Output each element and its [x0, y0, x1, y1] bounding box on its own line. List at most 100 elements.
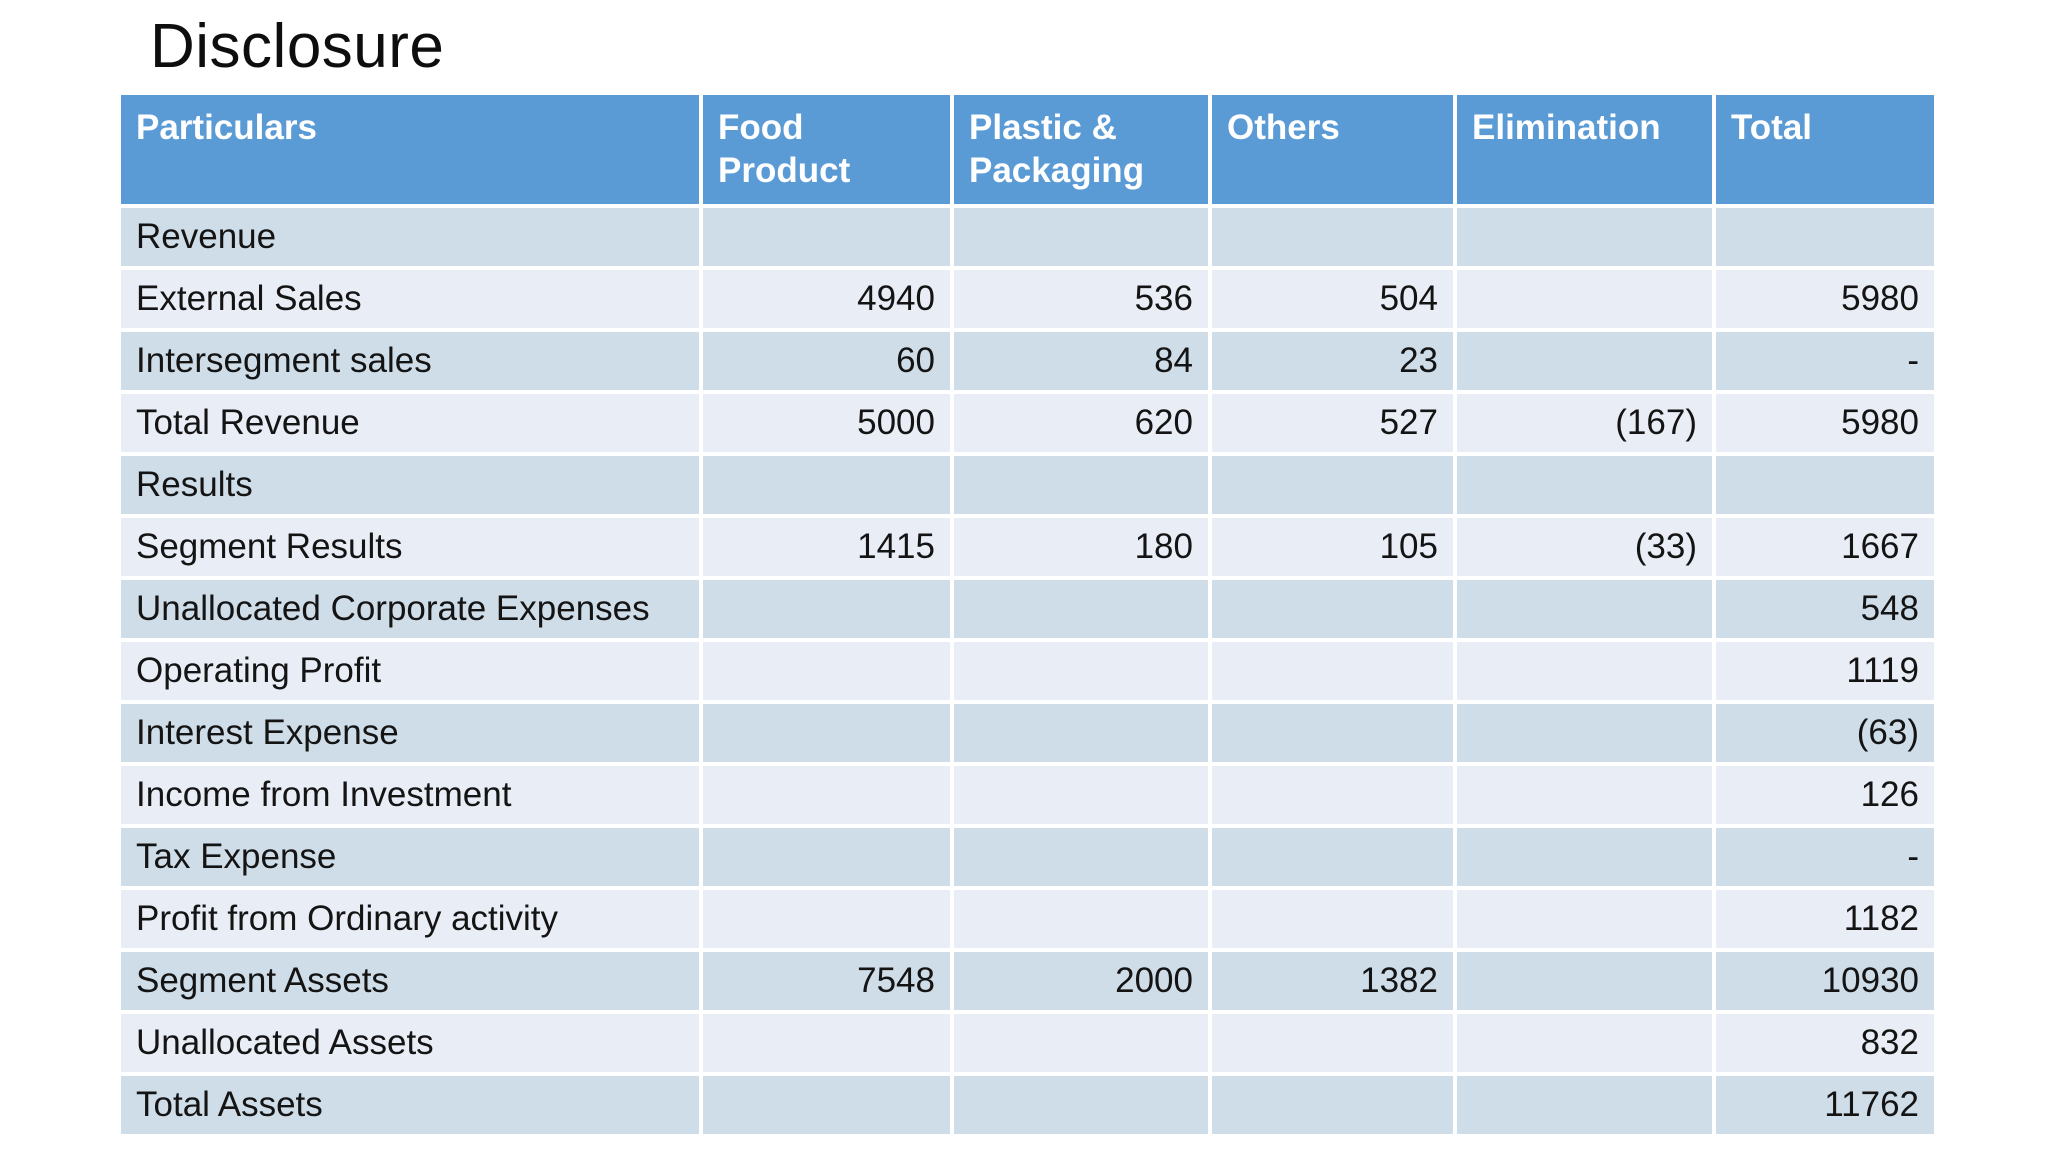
cell-value: [703, 890, 950, 949]
cell-value: [954, 580, 1208, 639]
cell-value: [954, 890, 1208, 949]
table-header-row: Particulars Food Product Plastic & Packa…: [121, 95, 1934, 205]
row-label: Revenue: [121, 208, 699, 267]
row-label: Income from Investment: [121, 766, 699, 825]
cell-value: 105: [1212, 518, 1453, 577]
cell-value: 527: [1212, 394, 1453, 453]
cell-value: [1212, 1076, 1453, 1135]
cell-value: (63): [1716, 704, 1934, 763]
cell-value: 84: [954, 332, 1208, 391]
row-label: Unallocated Assets: [121, 1014, 699, 1073]
column-header-others: Others: [1212, 95, 1453, 205]
cell-value: 60: [703, 332, 950, 391]
cell-value: 1119: [1716, 642, 1934, 701]
cell-value: 2000: [954, 952, 1208, 1011]
cell-value: -: [1716, 828, 1934, 887]
cell-value: [1457, 1014, 1712, 1073]
cell-value: [1457, 766, 1712, 825]
cell-value: [954, 766, 1208, 825]
table-row: External Sales 4940 536 504 5980: [121, 270, 1934, 329]
cell-value: [1212, 890, 1453, 949]
cell-value: [954, 1076, 1208, 1135]
column-header-elimination: Elimination: [1457, 95, 1712, 205]
column-header-food-product: Food Product: [703, 95, 950, 205]
cell-value: [1212, 766, 1453, 825]
cell-value: 5980: [1716, 270, 1934, 329]
cell-value: [1457, 704, 1712, 763]
cell-value: [1457, 270, 1712, 329]
cell-value: 11762: [1716, 1076, 1934, 1135]
cell-value: [703, 1076, 950, 1135]
cell-value: 5980: [1716, 394, 1934, 453]
cell-value: [1457, 642, 1712, 701]
page-title: Disclosure: [150, 12, 445, 81]
table-row: Income from Investment 126: [121, 766, 1934, 825]
cell-value: [954, 1014, 1208, 1073]
cell-value: 1667: [1716, 518, 1934, 577]
cell-value: 1182: [1716, 890, 1934, 949]
cell-value: [1212, 704, 1453, 763]
cell-value: (33): [1457, 518, 1712, 577]
cell-value: -: [1716, 332, 1934, 391]
table-row: Total Revenue 5000 620 527 (167) 5980: [121, 394, 1934, 453]
row-label: Unallocated Corporate Expenses: [121, 580, 699, 639]
table-row: Unallocated Assets 832: [121, 1014, 1934, 1073]
table-row: Operating Profit 1119: [121, 642, 1934, 701]
table-row: Results: [121, 456, 1934, 515]
cell-value: [1212, 642, 1453, 701]
row-label: Tax Expense: [121, 828, 699, 887]
row-label: Total Assets: [121, 1076, 699, 1135]
cell-value: 536: [954, 270, 1208, 329]
table-row: Revenue: [121, 208, 1934, 267]
cell-value: [1212, 828, 1453, 887]
cell-value: [1457, 208, 1712, 267]
cell-value: 10930: [1716, 952, 1934, 1011]
cell-value: 126: [1716, 766, 1934, 825]
row-label: External Sales: [121, 270, 699, 329]
row-label: Interest Expense: [121, 704, 699, 763]
row-label: Segment Assets: [121, 952, 699, 1011]
cell-value: [1716, 456, 1934, 515]
cell-value: 548: [1716, 580, 1934, 639]
row-label: Results: [121, 456, 699, 515]
cell-value: [1457, 952, 1712, 1011]
cell-value: [703, 1014, 950, 1073]
cell-value: [954, 828, 1208, 887]
cell-value: [1212, 208, 1453, 267]
table-row: Interest Expense (63): [121, 704, 1934, 763]
cell-value: [1457, 580, 1712, 639]
table-row: Segment Assets 7548 2000 1382 10930: [121, 952, 1934, 1011]
cell-value: [703, 580, 950, 639]
cell-value: [1457, 890, 1712, 949]
row-label: Intersegment sales: [121, 332, 699, 391]
cell-value: 4940: [703, 270, 950, 329]
row-label: Operating Profit: [121, 642, 699, 701]
cell-value: 7548: [703, 952, 950, 1011]
cell-value: [703, 766, 950, 825]
table-row: Intersegment sales 60 84 23 -: [121, 332, 1934, 391]
cell-value: [954, 704, 1208, 763]
table-row: Total Assets 11762: [121, 1076, 1934, 1135]
cell-value: [1716, 208, 1934, 267]
cell-value: 5000: [703, 394, 950, 453]
cell-value: [703, 828, 950, 887]
row-label: Total Revenue: [121, 394, 699, 453]
cell-value: [1212, 456, 1453, 515]
column-header-total: Total: [1716, 95, 1934, 205]
cell-value: 504: [1212, 270, 1453, 329]
cell-value: [954, 208, 1208, 267]
cell-value: 1415: [703, 518, 950, 577]
disclosure-table: Particulars Food Product Plastic & Packa…: [117, 91, 1938, 1138]
row-label: Segment Results: [121, 518, 699, 577]
table-row: Tax Expense -: [121, 828, 1934, 887]
cell-value: [1212, 580, 1453, 639]
cell-value: 832: [1716, 1014, 1934, 1073]
cell-value: [954, 456, 1208, 515]
cell-value: [703, 456, 950, 515]
row-label: Profit from Ordinary activity: [121, 890, 699, 949]
table-row: Segment Results 1415 180 105 (33) 1667: [121, 518, 1934, 577]
column-header-plastic-packaging: Plastic & Packaging: [954, 95, 1208, 205]
cell-value: [1457, 332, 1712, 391]
cell-value: (167): [1457, 394, 1712, 453]
